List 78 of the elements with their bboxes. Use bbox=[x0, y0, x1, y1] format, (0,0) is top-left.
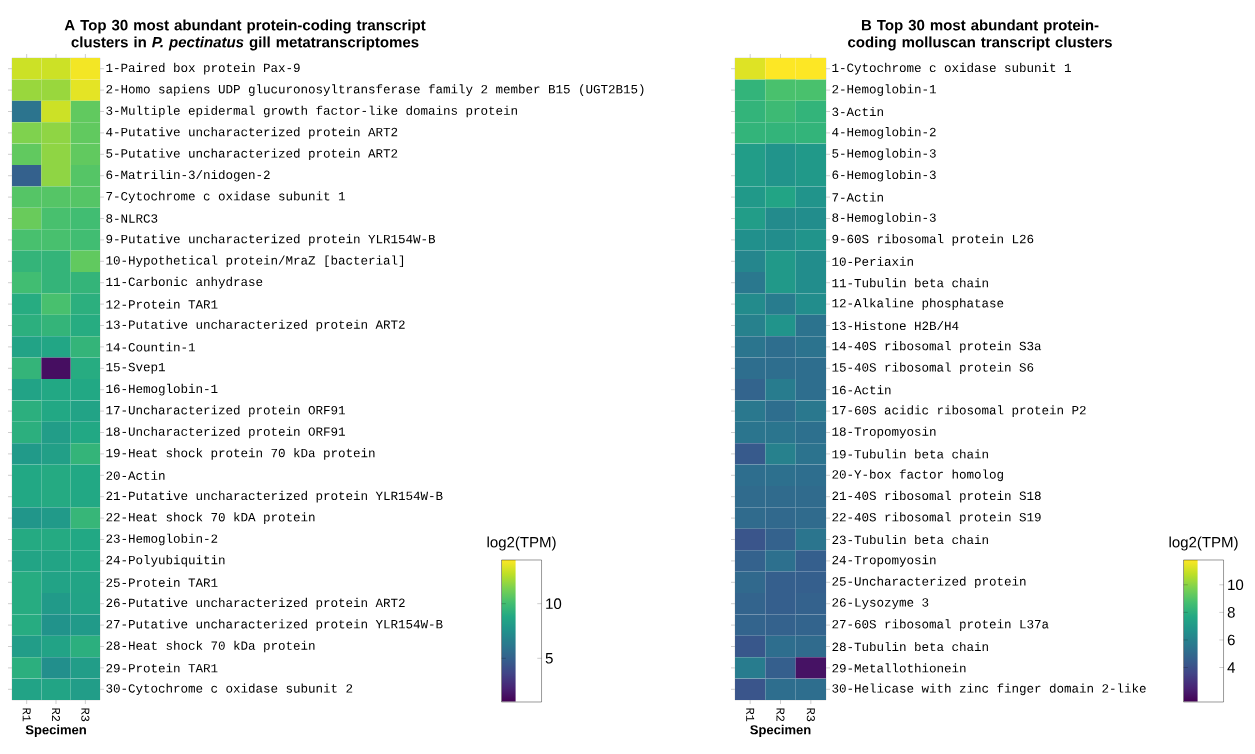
x-tick-label: R3 bbox=[81, 708, 90, 722]
y-tick-label: 13-Histone H2B/H4 bbox=[832, 320, 959, 331]
y-tick-label: 20-Y-box factor homolog bbox=[832, 469, 1003, 482]
y-tick-label: 27-Putative uncharacterized protein YLR154W-B bbox=[106, 619, 443, 631]
y-tick-label: 7-Cytochrome c oxidase subunit 1 bbox=[106, 191, 345, 203]
y-tick-label: 5-Putative uncharacterized protein ART2 bbox=[106, 148, 398, 161]
x-tick-label: R1 bbox=[746, 708, 755, 722]
y-tick-label: 17-60S acidic ribosomal protein P2 bbox=[832, 405, 1086, 417]
y-tick-label: 14-40S ribosomal protein S3a bbox=[832, 341, 1042, 353]
y-tick-label: 30-Cytochrome c oxidase subunit 2 bbox=[106, 683, 353, 696]
y-tick-label: 28-Tubulin beta chain bbox=[832, 641, 988, 652]
y-tick-label: 11-Tubulin beta chain bbox=[832, 278, 988, 288]
color-bar-title: log2(TPM) bbox=[1169, 536, 1238, 551]
x-axis-title: Specimen bbox=[25, 724, 86, 737]
y-tick-label: 10-Periaxin bbox=[832, 256, 913, 266]
y-tick-label: 23-Tubulin beta chain bbox=[832, 534, 988, 545]
x-tick-label: R2 bbox=[776, 708, 785, 722]
y-tick-label: 16-Actin bbox=[832, 385, 891, 395]
color-bar-label: 10 bbox=[1228, 579, 1244, 591]
x-tick-label: R2 bbox=[52, 708, 61, 722]
y-tick-label: 4-Hemoglobin-2 bbox=[832, 127, 936, 139]
y-tick-label: 12-Protein TAR1 bbox=[106, 299, 218, 309]
y-tick-label: 10-Hypothetical protein/MraZ [bacterial] bbox=[106, 255, 404, 268]
x-axis-title: Specimen bbox=[750, 724, 811, 737]
y-tick-label: 30-Helicase with zinc finger domain 2-like bbox=[832, 683, 1146, 696]
y-tick-label: 20-Actin bbox=[106, 470, 165, 480]
x-tick-label: R3 bbox=[806, 708, 815, 722]
y-tick-label: 21-40S ribosomal protein S18 bbox=[832, 490, 1041, 503]
text: B Top 30 most abundant protein-coding molluscan transcript clusters bbox=[848, 19, 1112, 51]
y-tick-label: 28-Heat shock 70 kDa protein bbox=[106, 640, 315, 653]
y-tick-label: 2-Homo sapiens UDP glucuronosyltransferase family 2 member B15 (UGT2B15) bbox=[106, 84, 644, 96]
y-tick-label: 3-Actin bbox=[832, 106, 883, 117]
y-tick-label: 8-Hemoglobin-3 bbox=[832, 212, 936, 225]
y-tick-label: 6-Hemoglobin-3 bbox=[832, 169, 936, 182]
color-bar-label: 5 bbox=[545, 653, 553, 664]
y-tick-label: 24-Tropomyosin bbox=[832, 555, 936, 567]
y-tick-label: 25-Protein TAR1 bbox=[106, 577, 218, 587]
y-tick-label: 23-Hemoglobin-2 bbox=[106, 533, 218, 546]
color-bar-label: 10 bbox=[546, 598, 562, 609]
y-tick-label: 2-Hemoglobin-1 bbox=[832, 84, 936, 96]
y-tick-label: 26-Lysozyme 3 bbox=[832, 598, 929, 610]
color-bar-label: 6 bbox=[1227, 634, 1235, 646]
y-tick-label: 15-Svep1 bbox=[106, 362, 165, 374]
y-tick-label: 17-Uncharacterized protein ORF91 bbox=[106, 405, 345, 417]
y-tick-label: 6-Matrilin-3/nidogen-2 bbox=[106, 169, 270, 182]
y-tick-label: 8-NLRC3 bbox=[106, 214, 158, 223]
y-tick-label: 18-Tropomyosin bbox=[832, 426, 936, 439]
y-tick-label: 18-Uncharacterized protein ORF91 bbox=[106, 426, 345, 439]
y-tick-label: 4-Putative uncharacterized protein ART2 bbox=[106, 127, 398, 139]
y-tick-label: 13-Putative uncharacterized protein ART2 bbox=[106, 319, 405, 332]
text: A Top 30 most abundant protein-coding transcript clusters in P. pectinatus gill metatranscriptomes bbox=[64, 19, 426, 51]
y-tick-label: 22-40S ribosomal protein S19 bbox=[832, 512, 1041, 524]
y-tick-label: 21-Putative uncharacterized protein YLR154W-B bbox=[106, 490, 443, 503]
y-tick-label: 9-60S ribosomal protein L26 bbox=[832, 234, 1034, 246]
color-bar-label: 4 bbox=[1227, 662, 1235, 673]
y-tick-label: 11-Carbonic anhydrase bbox=[106, 276, 263, 289]
y-tick-label: 14-Countin-1 bbox=[106, 342, 195, 352]
y-tick-label: 19-Heat shock protein 70 kDa protein bbox=[106, 448, 375, 460]
y-tick-label: 5-Hemoglobin-3 bbox=[832, 148, 936, 161]
x-tick-label: R1 bbox=[22, 708, 31, 722]
y-tick-label: 9-Putative uncharacterized protein YLR154W-B bbox=[106, 234, 436, 246]
y-tick-label: 15-40S ribosomal protein S6 bbox=[832, 362, 1034, 375]
y-tick-label: 29-Protein TAR1 bbox=[106, 663, 218, 673]
y-tick-label: 1-Cytochrome c oxidase subunit 1 bbox=[832, 62, 1071, 75]
y-tick-label: 19-Tubulin beta chain bbox=[832, 449, 988, 459]
y-tick-label: 22-Heat shock 70 kDA protein bbox=[106, 512, 315, 524]
y-tick-label: 3-Multiple epidermal growth factor-like domains protein bbox=[106, 105, 517, 118]
y-tick-label: 7-Actin bbox=[832, 192, 883, 202]
y-tick-label: 25-Uncharacterized protein bbox=[832, 576, 1026, 589]
y-tick-label: 1-Paired box protein Pax-9 bbox=[106, 62, 300, 75]
y-tick-label: 27-60S ribosomal protein L37a bbox=[832, 619, 1049, 631]
color-bar-title: log2(TPM) bbox=[487, 536, 556, 551]
y-tick-label: 26-Putative uncharacterized protein ART2 bbox=[106, 597, 405, 610]
y-tick-label: 29-Metallothionein bbox=[832, 663, 966, 673]
y-tick-label: 12-Alkaline phosphatase bbox=[832, 298, 1004, 310]
color-bar-label: 8 bbox=[1227, 607, 1235, 618]
y-tick-label: 24-Polyubiquitin bbox=[106, 555, 225, 567]
y-tick-label: 16-Hemoglobin-1 bbox=[106, 383, 218, 396]
